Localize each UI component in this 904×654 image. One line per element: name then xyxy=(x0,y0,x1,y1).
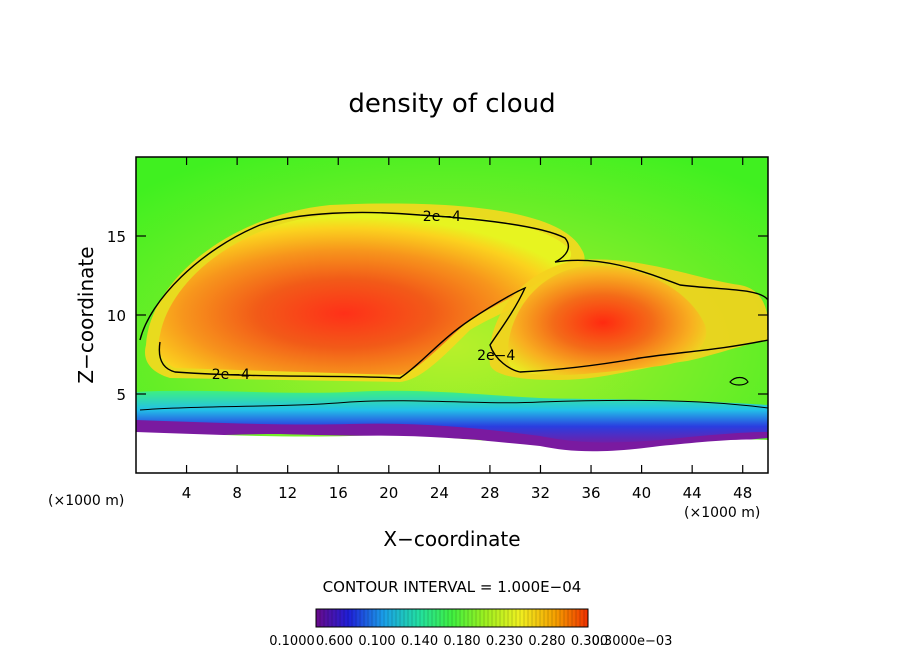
x-tick-label: 44 xyxy=(683,484,702,502)
colorbar-label: 0.230 xyxy=(486,634,523,649)
contour-line-upper xyxy=(139,211,768,341)
lower-purple-fringe xyxy=(136,420,768,452)
colorbar-label: 0.100 xyxy=(358,634,395,649)
contour-label-text: 2e−4 xyxy=(212,367,250,383)
colorbar-labels: 0.1000 0.600 0.100 0.140 0.180 0.230 0.280 0.30… xyxy=(269,634,672,649)
cloud-1-core xyxy=(158,213,572,375)
x-tick-label: 4 xyxy=(182,484,192,502)
colorbar-label: 0.180 xyxy=(443,634,480,649)
colorbar-stripes xyxy=(315,609,585,627)
x-tick-label: 36 xyxy=(581,484,600,502)
y-tick-label: 15 xyxy=(107,228,126,246)
x-tick-label: 32 xyxy=(531,484,550,502)
x-tick-label: 12 xyxy=(278,484,297,502)
x-tick-label: 20 xyxy=(379,484,398,502)
colorbar xyxy=(315,608,589,628)
x-tick-label: 28 xyxy=(480,484,499,502)
contour-small-island xyxy=(729,376,749,386)
contour-label-text: 2e−4 xyxy=(477,348,515,364)
y-tick-label: 10 xyxy=(107,307,126,325)
colorbar-label: 0.3000e−03 xyxy=(592,634,673,649)
cloud-free-region xyxy=(136,432,768,473)
z-unit-label: (×1000 m) xyxy=(48,493,124,509)
contour-line-band xyxy=(139,400,768,411)
colorbar-label: 0.1000 xyxy=(269,634,315,649)
colorbar-gradient xyxy=(315,608,589,628)
contour-label: 2e−4 xyxy=(212,367,250,383)
x-tick-label: 8 xyxy=(232,484,242,502)
x-tick-label: 24 xyxy=(430,484,449,502)
colorbar-label: 0.280 xyxy=(528,634,565,649)
contour-line-lower xyxy=(158,286,768,379)
y-tick-label: 5 xyxy=(116,386,126,404)
contour-label: 2e−4 xyxy=(423,209,461,225)
x-unit-label: (×1000 m) xyxy=(684,505,760,521)
contour-label: 2e−4 xyxy=(477,348,515,364)
chart-title: density of cloud xyxy=(348,89,555,119)
x-axis-label: X−coordinate xyxy=(383,527,520,551)
y-axis-label: Z−coordinate xyxy=(74,246,98,383)
contour-label-text: 2e−4 xyxy=(423,209,461,225)
contour-labels: 2e−4 2e−4 2e−4 xyxy=(212,209,516,383)
x-tick-label: 40 xyxy=(632,484,651,502)
density-field xyxy=(136,157,768,473)
x-tick-label: 48 xyxy=(733,484,752,502)
contour-interval-text: CONTOUR INTERVAL = 1.000E−04 xyxy=(323,578,582,596)
colorbar-label: 0.300 xyxy=(571,634,608,649)
lower-band xyxy=(136,390,768,446)
x-tick-label: 16 xyxy=(329,484,348,502)
cloud-2-core xyxy=(507,265,707,376)
colorbar-label: 0.140 xyxy=(401,634,438,649)
colorbar-label: 0.600 xyxy=(316,634,353,649)
